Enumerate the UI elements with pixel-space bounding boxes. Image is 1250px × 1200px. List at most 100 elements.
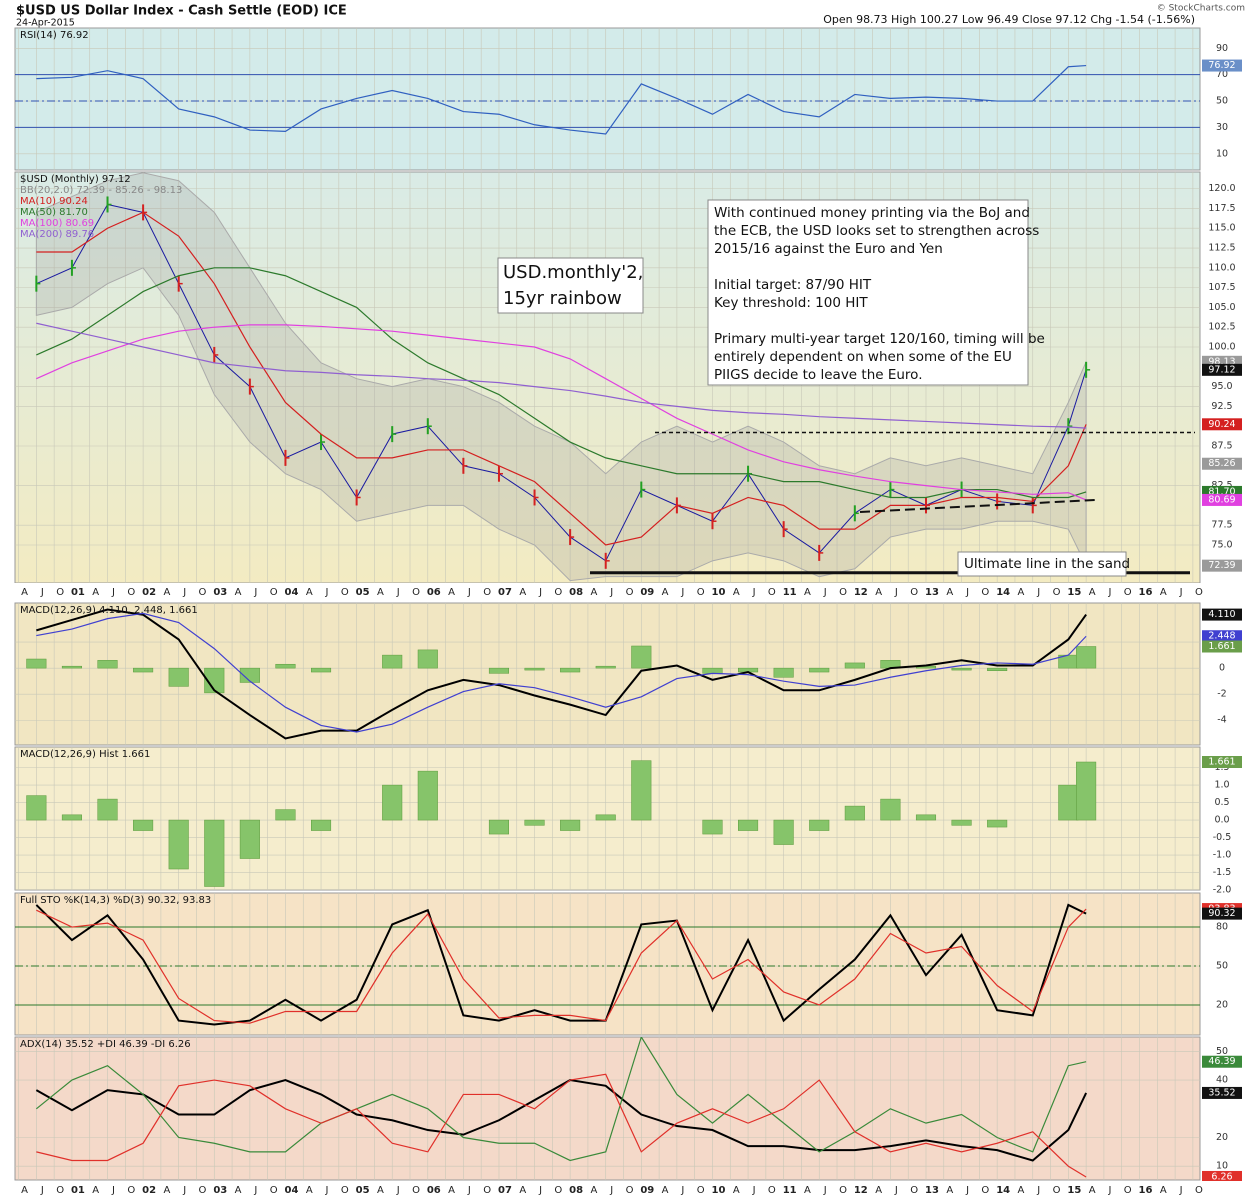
- x-tick-label: A: [92, 587, 99, 598]
- legend-entry: MA(10) 90.24: [20, 196, 88, 207]
- x-tick-label: 05: [356, 1185, 370, 1196]
- series-line: [35, 903, 1087, 1026]
- y-tick-label: 10: [1216, 1161, 1228, 1172]
- x-tick-label: A: [163, 587, 170, 598]
- x-tick-label: A: [306, 587, 313, 598]
- x-tick-label: J: [467, 1185, 471, 1196]
- bar: [488, 819, 509, 835]
- x-tick-label: O: [56, 1185, 64, 1196]
- x-tick-label: O: [483, 587, 491, 598]
- label: Ultimate line in the sand: [964, 556, 1130, 572]
- x-tick-label: A: [377, 587, 384, 598]
- note-line: Key threshold: 100 HIT: [714, 295, 868, 311]
- bar: [631, 760, 652, 821]
- histogram-bar: [133, 667, 154, 673]
- x-tick-label: J: [823, 1185, 827, 1196]
- x-tick-label: O: [199, 1185, 207, 1196]
- histogram-bar: [382, 654, 403, 669]
- x-tick-label: O: [412, 1185, 420, 1196]
- x-tick-label: J: [680, 587, 684, 598]
- x-tick-label: J: [396, 1185, 400, 1196]
- y-tick-label: 20: [1216, 999, 1228, 1010]
- value-tag-label: 81.70: [1208, 486, 1235, 497]
- y-tick-label: 0.5: [1214, 797, 1229, 808]
- x-tick-label: 14: [996, 1185, 1010, 1196]
- histogram-bar: [809, 667, 830, 673]
- y-tick-label: 50: [1216, 961, 1228, 972]
- x-tick-label: 06: [427, 587, 441, 598]
- x-tick-label: 13: [925, 587, 939, 598]
- x-tick-label: 15: [1067, 1185, 1081, 1196]
- x-tick-label: O: [626, 587, 634, 598]
- bar: [382, 784, 403, 821]
- value-tag: [1202, 559, 1242, 572]
- bar: [204, 819, 225, 887]
- x-axis-band: [0, 583, 1250, 601]
- value-tag: [1202, 1086, 1242, 1099]
- y-tick-label: 117.5: [1208, 203, 1235, 214]
- bar: [61, 814, 82, 821]
- x-tick-label: O: [839, 587, 847, 598]
- value-tag-label: 4.110: [1208, 609, 1235, 620]
- x-tick-label: O: [981, 587, 989, 598]
- value-tag: [1202, 1055, 1242, 1068]
- x-tick-label: O: [839, 1185, 847, 1196]
- x-tick-label: A: [448, 1185, 455, 1196]
- label-box: [497, 257, 644, 314]
- series-line: [36, 211, 1087, 546]
- bar: [809, 819, 830, 831]
- x-tick-label: O: [199, 587, 207, 598]
- y-tick-label: 105.0: [1208, 302, 1235, 313]
- panel-bg: [14, 27, 1201, 171]
- x-tick-label: J: [182, 1185, 186, 1196]
- panel-title: MACD(12,26,9) Hist 1.661: [20, 749, 150, 760]
- bar: [773, 819, 794, 845]
- x-tick-label: J: [680, 1185, 684, 1196]
- value-tag-label: 85.26: [1208, 458, 1235, 469]
- x-tick-label: A: [448, 587, 455, 598]
- histogram-bar: [204, 667, 225, 694]
- bar: [702, 819, 723, 835]
- x-tick-label: J: [965, 587, 969, 598]
- bar: [1058, 784, 1079, 821]
- x-tick-label: J: [1036, 587, 1040, 598]
- bar: [26, 795, 47, 821]
- legend-entry: MA(200) 89.76: [20, 229, 94, 240]
- histogram-bar: [61, 665, 82, 669]
- x-tick-label: A: [519, 1185, 526, 1196]
- y-tick-label: -4: [1217, 715, 1226, 726]
- x-tick-label: A: [519, 587, 526, 598]
- note-line: Initial target: 87/90 HIT: [714, 277, 872, 293]
- y-tick-label: 20: [1216, 1132, 1228, 1143]
- x-tick-label: O: [412, 587, 420, 598]
- panel-title: ADX(14) 35.52 +DI 46.39 -DI 6.26: [20, 1039, 191, 1050]
- bar: [311, 819, 332, 831]
- x-tick-label: 05: [356, 587, 370, 598]
- panel: 75.0 77.5 82.5 87.5 92.5 95.0 100.0 102.5 105.0 1…: [14, 171, 1242, 584]
- quote: Open 98.73 High 100.27 Low 96.49 Close 9…: [823, 13, 1195, 26]
- x-tick-label: J: [253, 587, 257, 598]
- x-tick-label: J: [609, 587, 613, 598]
- series-line: [36, 612, 1087, 733]
- histogram-bar: [26, 658, 47, 669]
- note-line: Primary multi-year target 120/160, timin…: [714, 331, 1045, 347]
- value-tag-label: 2.448: [1208, 631, 1235, 642]
- x-tick-label: J: [609, 1185, 613, 1196]
- y-tick-label: 110.0: [1208, 262, 1235, 273]
- panel: 10 20 40 50 ADX(14) 35.52 +DI 46.39 -DI 6.26…: [14, 1036, 1242, 1183]
- x-tick-label: 02: [142, 587, 156, 598]
- x-tick-label: A: [804, 587, 811, 598]
- x-tick-label: O: [483, 1185, 491, 1196]
- x-tick-label: 06: [427, 1185, 441, 1196]
- x-tick-label: J: [965, 1185, 969, 1196]
- panels: 10 30 50 70 90 RSI(14) 76.92 76.92 75.0 77.5 82.5…: [0, 27, 1250, 1199]
- histogram-bar: [844, 662, 865, 669]
- value-tag-label: 80.69: [1208, 494, 1235, 505]
- series-line: [35, 1037, 1087, 1162]
- bar: [97, 798, 118, 821]
- value-tag-label: 97.12: [1208, 364, 1235, 375]
- y-tick-label: 0.0: [1214, 815, 1229, 826]
- x-tick-label: A: [1160, 587, 1167, 598]
- y-tick-label: 92.5: [1211, 401, 1232, 412]
